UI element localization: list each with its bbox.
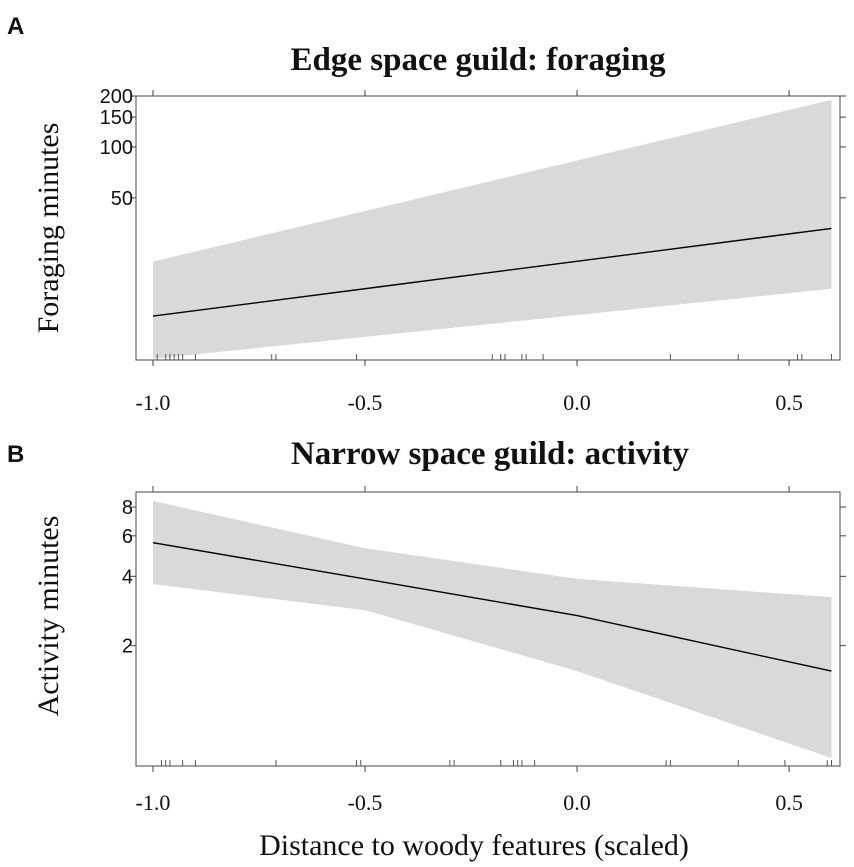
- panel-b-y-tick-label: 4: [122, 566, 133, 588]
- panel-letter-b: B: [7, 441, 24, 468]
- panel-b-y-tick-label: 8: [122, 497, 133, 519]
- panel-a-y-axis-label: Foraging minutes: [32, 123, 65, 334]
- panel-b-plot-area: -1.0 -0.5 0.0 0.5 2 4 6 8: [122, 486, 846, 815]
- panel-b-x-tick-label: -0.5: [348, 790, 383, 815]
- panel-b: B Narrow space guild: activity Activity …: [7, 436, 846, 862]
- panel-a-y-tick-label: 150: [100, 107, 133, 129]
- panel-b-y-tick-label: 2: [122, 636, 133, 658]
- panel-a: A Edge space guild: foraging Foraging mi…: [7, 13, 846, 415]
- panel-letter-a: A: [7, 13, 24, 40]
- panel-b-fitted-line: [152, 542, 832, 672]
- panel-b-plot-frame: [135, 491, 841, 767]
- panel-b-y-axis-label: Activity minutes: [32, 516, 65, 717]
- panel-b-confidence-band: [153, 501, 832, 758]
- panel-a-x-tick-label: 0.0: [563, 390, 591, 415]
- panel-b-x-tick-label: -1.0: [136, 790, 171, 815]
- panel-b-x-tick-label: 0.5: [775, 790, 803, 815]
- panel-a-x-tick-label: 0.5: [775, 390, 803, 415]
- panel-a-x-tick-label: -0.5: [348, 390, 383, 415]
- panel-b-x-tick-label: 0.0: [563, 790, 591, 815]
- panel-a-y-tick-label: 50: [111, 188, 133, 210]
- panel-a-confidence-band: [153, 99, 832, 359]
- panel-a-plot-frame: [135, 95, 841, 361]
- x-axis-label: Distance to woody features (scaled): [259, 829, 689, 862]
- panel-a-x-tick-label: -1.0: [136, 390, 171, 415]
- panel-a-fitted-line: [152, 227, 832, 317]
- panel-b-y-tick-label: 6: [122, 526, 133, 548]
- panel-a-y-tick-label: 200: [100, 86, 133, 108]
- panel-b-title: Narrow space guild: activity: [291, 436, 690, 472]
- panel-a-y-tick-label: 100: [100, 137, 133, 159]
- panel-a-title: Edge space guild: foraging: [291, 42, 666, 78]
